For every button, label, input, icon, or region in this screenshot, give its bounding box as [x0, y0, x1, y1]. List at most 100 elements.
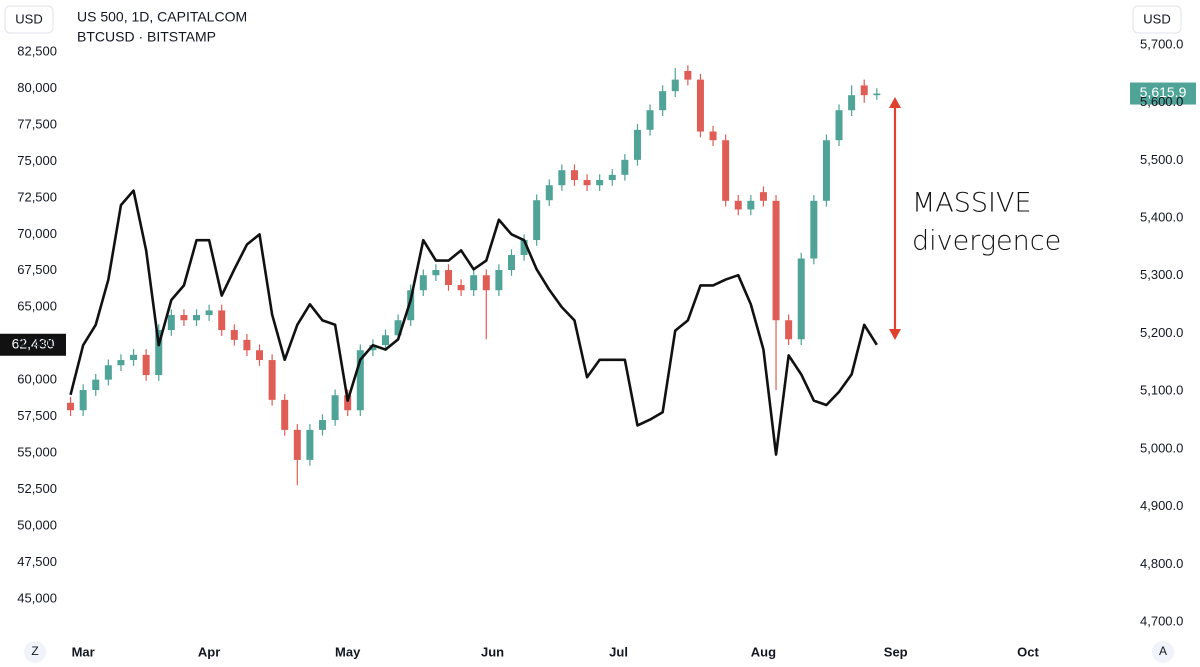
- y-tick-label: 82,500: [17, 43, 57, 58]
- candle-body: [256, 350, 264, 361]
- candle-body: [281, 399, 289, 430]
- button-label[interactable]: A: [1159, 644, 1167, 658]
- y2-tick-label: 5,100.0: [1140, 383, 1183, 398]
- y2-tick-label: 5,000.0: [1140, 440, 1183, 455]
- y-tick-label: 70,000: [17, 226, 57, 241]
- y-tick-label: 50,000: [17, 518, 57, 533]
- candle-body: [772, 200, 780, 321]
- candle-body: [684, 70, 692, 80]
- candle-body: [696, 79, 704, 132]
- annotation-text: MASSIVE: [912, 188, 1032, 219]
- y2-tick-label: 4,800.0: [1140, 556, 1183, 571]
- candle-body: [79, 390, 87, 411]
- candle-body: [457, 285, 465, 291]
- y-tick-label: 47,500: [17, 554, 57, 569]
- x-tick-label: Apr: [198, 644, 220, 659]
- candle-body: [180, 315, 188, 321]
- candle-body: [470, 275, 478, 291]
- candle-body: [444, 270, 452, 286]
- candle-body: [167, 315, 175, 331]
- y-tick-label: 65,000: [17, 299, 57, 314]
- candle-body: [142, 354, 150, 376]
- y-tick-label: 45,000: [17, 590, 57, 605]
- candle-body: [558, 170, 566, 186]
- candle-body: [545, 185, 553, 201]
- candle-body: [785, 320, 793, 340]
- y-tick-label: 62,500: [17, 335, 57, 350]
- candle-body: [495, 270, 503, 291]
- candle-body: [759, 192, 767, 201]
- candle-body: [344, 395, 352, 411]
- candle-body: [583, 180, 591, 186]
- x-tick-label: Mar: [72, 644, 95, 659]
- annotation-text: divergence: [912, 226, 1061, 257]
- y2-axis-unit[interactable]: USD: [1143, 11, 1170, 26]
- candle-body: [747, 200, 755, 210]
- legend-entry: US 500, 1D, CAPITALCOM: [77, 9, 247, 25]
- candle-body: [407, 290, 415, 321]
- candle-body: [646, 110, 654, 130]
- last-price-box: [1130, 82, 1196, 105]
- candle-body: [848, 95, 856, 111]
- y-tick-label: 80,000: [17, 80, 57, 95]
- divergence-arrow: [889, 97, 901, 340]
- candle-body: [608, 174, 616, 181]
- candle-body: [230, 330, 238, 340]
- y-tick-label: 60,000: [17, 372, 57, 387]
- candle-body: [810, 200, 818, 259]
- candle-body: [394, 320, 402, 336]
- y2-tick-label: 4,700.0: [1140, 613, 1183, 628]
- last-price-box: [0, 333, 66, 356]
- candle-body: [507, 255, 515, 271]
- currency-box[interactable]: [4, 5, 54, 34]
- y2-tick-label: 5,600.0: [1140, 94, 1183, 109]
- y2-tick-label: 5,700.0: [1140, 36, 1183, 51]
- candle-body: [117, 360, 125, 366]
- arrow-head: [889, 97, 901, 108]
- candle-body: [797, 258, 805, 340]
- candle-body: [130, 354, 138, 361]
- candle-body: [570, 170, 578, 181]
- line-series: [69, 189, 878, 456]
- candle-body: [92, 379, 100, 391]
- candle-body: [293, 429, 301, 460]
- candle-body: [432, 270, 440, 276]
- candle-body: [709, 131, 717, 141]
- price-labels: 5,615.9 62,430: [0, 82, 1196, 356]
- button[interactable]: [1152, 641, 1174, 663]
- candle-body: [621, 159, 629, 175]
- y-tick-label: 57,500: [17, 408, 57, 423]
- x-tick-label: Sep: [884, 644, 908, 659]
- y2-tick-label: 5,400.0: [1140, 210, 1183, 225]
- y-tick-label: 77,500: [17, 116, 57, 131]
- y2-tick-label: 5,300.0: [1140, 267, 1183, 282]
- candle-body: [520, 240, 528, 256]
- x-tick-label: Oct: [1017, 644, 1039, 659]
- x-tick-label: Aug: [751, 644, 776, 659]
- button[interactable]: [24, 641, 46, 663]
- y-tick-label: 55,000: [17, 445, 57, 460]
- candle-body: [243, 339, 251, 351]
- currency-box[interactable]: [1132, 5, 1182, 34]
- y-tick-label: 67,500: [17, 262, 57, 277]
- candle-body: [193, 315, 201, 321]
- candle-body: [722, 140, 730, 201]
- x-tick-label: Jul: [609, 644, 628, 659]
- y2-tick-label: 5,200.0: [1140, 325, 1183, 340]
- arrow-head: [889, 329, 901, 340]
- candle-body: [268, 360, 276, 400]
- candle-body: [419, 275, 427, 291]
- candle-body: [822, 140, 830, 201]
- candle-body: [671, 79, 679, 92]
- candle-body: [306, 429, 314, 460]
- candle-body: [205, 310, 213, 316]
- y-axis-unit[interactable]: USD: [15, 11, 42, 26]
- candle-body: [873, 93, 881, 96]
- candle-body: [835, 110, 843, 141]
- x-tick-label: May: [335, 644, 361, 659]
- candle-body: [369, 345, 377, 351]
- button-label[interactable]: Z: [31, 644, 38, 658]
- candle-body: [155, 330, 163, 376]
